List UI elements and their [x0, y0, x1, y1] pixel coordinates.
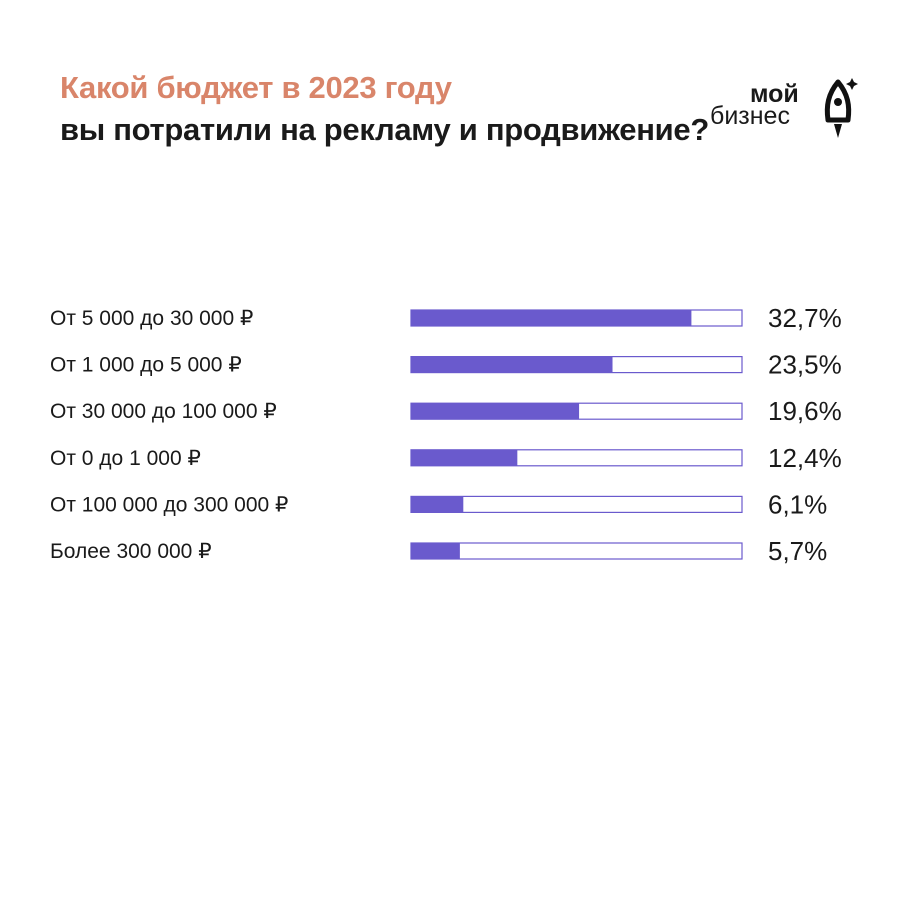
- category-label: От 100 000 до 300 000 ₽: [50, 493, 288, 516]
- value-label: 12,4%: [768, 443, 842, 473]
- value-label: 5,7%: [768, 536, 827, 566]
- value-label: 23,5%: [768, 350, 842, 380]
- bar: [411, 403, 580, 420]
- rocket-icon: [824, 78, 858, 138]
- logo-word-biznes: бизнес: [710, 102, 790, 130]
- bar-row: От 1 000 до 5 000 ₽ 23,5%: [50, 350, 842, 380]
- bar: [411, 449, 518, 466]
- value-label: 32,7%: [768, 303, 842, 333]
- logo-word-moy: мой: [750, 80, 799, 108]
- category-label: От 5 000 до 30 000 ₽: [50, 307, 253, 330]
- value-label: 19,6%: [768, 396, 842, 426]
- category-label: От 1 000 до 5 000 ₽: [50, 354, 242, 377]
- bar-track: [410, 542, 743, 560]
- bar: [411, 310, 692, 326]
- chart-title-line2: вы потратили на рекламу и продвижение?: [60, 112, 709, 147]
- bar: [411, 356, 613, 373]
- bar: [411, 543, 460, 559]
- category-label: От 0 до 1 000 ₽: [50, 447, 201, 470]
- bar: [411, 496, 464, 513]
- bar-row: От 30 000 до 100 000 ₽ 19,6%: [50, 396, 842, 426]
- category-label: От 30 000 до 100 000 ₽: [50, 400, 277, 423]
- chart-title-line1: Какой бюджет в 2023 году: [60, 70, 452, 105]
- bar-row: От 100 000 до 300 000 ₽ 6,1%: [50, 489, 827, 519]
- bar-row: Более 300 000 ₽ 5,7%: [50, 536, 827, 566]
- bar-row: От 0 до 1 000 ₽ 12,4%: [50, 443, 842, 473]
- category-label: Более 300 000 ₽: [50, 540, 212, 563]
- value-label: 6,1%: [768, 489, 827, 519]
- brand-logo: мой бизнес: [706, 76, 866, 148]
- bar-row: От 5 000 до 30 000 ₽ 32,7%: [50, 303, 842, 333]
